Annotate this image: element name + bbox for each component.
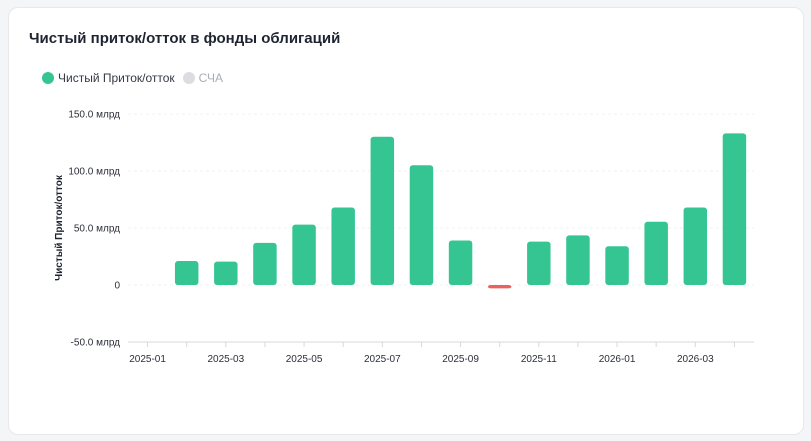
y-tick-label: -50.0 млрд [71, 338, 121, 349]
bar [174, 261, 199, 285]
x-tick-label: 2025-05 [286, 354, 323, 365]
y-tick-label: 0 [114, 281, 120, 292]
bar [448, 240, 473, 285]
chart-legend: Чистый Приток/отток СЧА [42, 71, 231, 85]
chart-card: Чистый приток/отток в фонды облигаций Чи… [8, 7, 804, 435]
x-tick-label: 2025-09 [442, 354, 479, 365]
bar [605, 246, 629, 285]
y-tick-label: 150.0 млрд [68, 110, 120, 121]
bar [292, 224, 316, 285]
bar [566, 235, 590, 285]
legend-dot [42, 72, 54, 84]
legend-label: СЧА [198, 71, 223, 85]
y-tick-label: 100.0 млрд [68, 167, 120, 178]
bar [644, 221, 668, 285]
x-tick-label: 2026-01 [599, 354, 636, 365]
bar [370, 136, 395, 285]
bar [409, 165, 434, 285]
x-tick-label: 2025-01 [129, 354, 166, 365]
legend-item-1[interactable]: СЧА [182, 71, 223, 85]
x-tick-label: 2025-11 [521, 354, 557, 365]
y-tick-label: 50.0 млрд [74, 224, 120, 235]
bar [683, 207, 708, 285]
chart-title: Чистый приток/отток в фонды облигаций [29, 30, 341, 47]
legend-dot [182, 72, 195, 84]
bar [214, 261, 238, 285]
bar [331, 207, 355, 285]
x-tick-label: 2025-03 [207, 354, 244, 365]
legend-label: Чистый Приток/отток [58, 71, 175, 85]
y-axis-label: Чистый Приток/отток [54, 174, 65, 281]
x-tick-label: 2025-07 [364, 354, 401, 365]
legend-item-0[interactable]: Чистый Приток/отток [42, 71, 175, 85]
bar [253, 242, 277, 285]
bar [487, 285, 512, 289]
bar [722, 133, 747, 285]
x-tick-label: 2026-03 [677, 354, 714, 365]
bar [527, 241, 551, 285]
